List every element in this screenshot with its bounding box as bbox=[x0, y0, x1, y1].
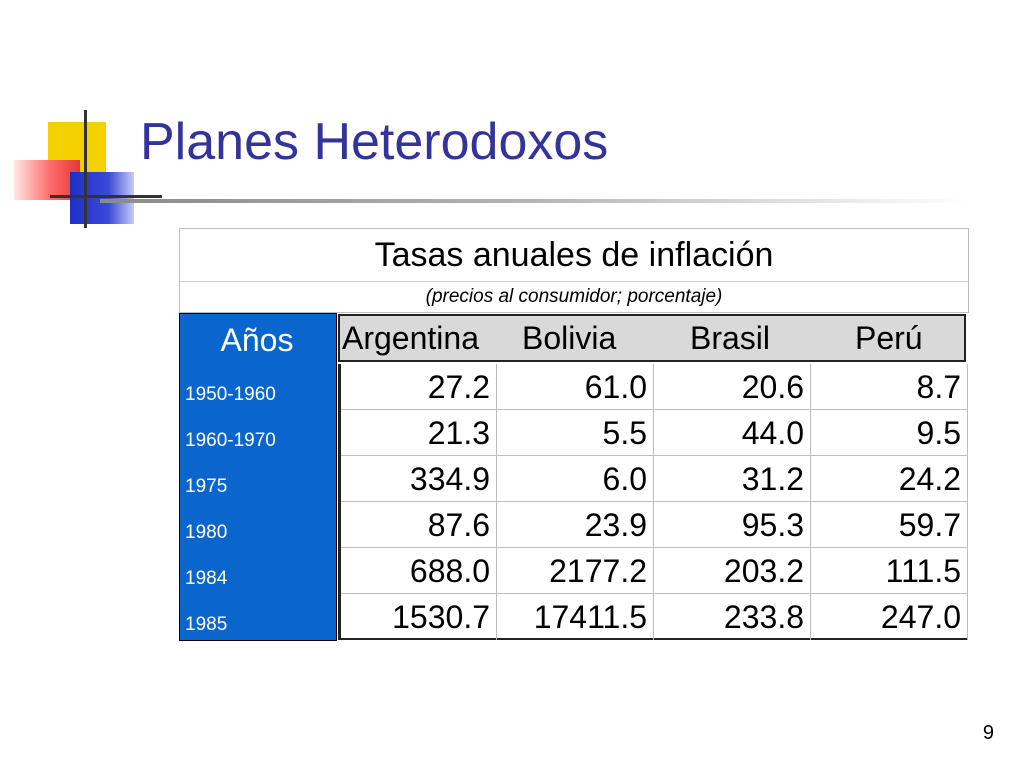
table-cell: 87.6 bbox=[341, 502, 497, 548]
blue-square bbox=[70, 172, 134, 224]
table-cell: 21.3 bbox=[341, 410, 497, 456]
year-label: 1960-1970 bbox=[185, 430, 276, 451]
table-cell: 2177.2 bbox=[497, 548, 654, 594]
table-cell: 111.5 bbox=[811, 548, 968, 594]
year-header: Años bbox=[220, 322, 294, 358]
table-cell: 5.5 bbox=[497, 410, 654, 456]
slide-title: Planes Heterodoxos bbox=[140, 113, 609, 171]
year-label: 1980 bbox=[185, 522, 228, 543]
year-label: 1985 bbox=[185, 614, 228, 635]
table-cell: 9.5 bbox=[811, 410, 968, 456]
table-cell: 31.2 bbox=[654, 456, 811, 502]
column-header-brasil: Brasil bbox=[690, 320, 771, 356]
year-label: 1975 bbox=[185, 476, 228, 497]
table-cell: 27.2 bbox=[341, 364, 497, 410]
inflation-table: Tasas anuales de inflación (precios al c… bbox=[179, 228, 969, 641]
column-header-peru: Perú bbox=[855, 320, 923, 356]
table-cell: 24.2 bbox=[811, 456, 968, 502]
column-header-argentina: Argentina bbox=[342, 320, 479, 356]
table-cell: 8.7 bbox=[811, 364, 968, 410]
year-label: 1984 bbox=[185, 568, 228, 589]
table-body: 27.2 61.0 20.6 8.7 21.3 5.5 44.0 9.5 334… bbox=[338, 364, 968, 640]
column-header-bolivia: Bolivia bbox=[522, 320, 617, 356]
year-label: 1950-1960 bbox=[185, 384, 276, 405]
table-cell: 61.0 bbox=[497, 364, 654, 410]
table-cell: 20.6 bbox=[654, 364, 811, 410]
corner-decoration bbox=[0, 0, 162, 240]
table-cell: 203.2 bbox=[654, 548, 811, 594]
country-header-row: Argentina Bolivia Brasil Perú bbox=[338, 314, 966, 362]
page-number: 9 bbox=[982, 722, 994, 744]
title-underline bbox=[100, 199, 970, 203]
red-square bbox=[14, 160, 80, 200]
table-heading: Tasas anuales de inflación bbox=[179, 228, 969, 281]
table-cell: 6.0 bbox=[497, 456, 654, 502]
horizontal-line bbox=[50, 195, 162, 198]
table-cell: 59.7 bbox=[811, 502, 968, 548]
table-cell: 247.0 bbox=[811, 594, 968, 640]
table-cell: 95.3 bbox=[654, 502, 811, 548]
table-cell: 688.0 bbox=[341, 548, 497, 594]
table-cell: 17411.5 bbox=[497, 594, 654, 640]
table-subheading: (precios al consumidor; porcentaje) bbox=[179, 281, 969, 313]
table-cell: 233.8 bbox=[654, 594, 811, 640]
table-cell: 44.0 bbox=[654, 410, 811, 456]
vertical-line bbox=[84, 110, 87, 228]
year-column bbox=[179, 313, 337, 641]
table-cell: 1530.7 bbox=[341, 594, 497, 640]
table-cell: 334.9 bbox=[341, 456, 497, 502]
table-cell: 23.9 bbox=[497, 502, 654, 548]
